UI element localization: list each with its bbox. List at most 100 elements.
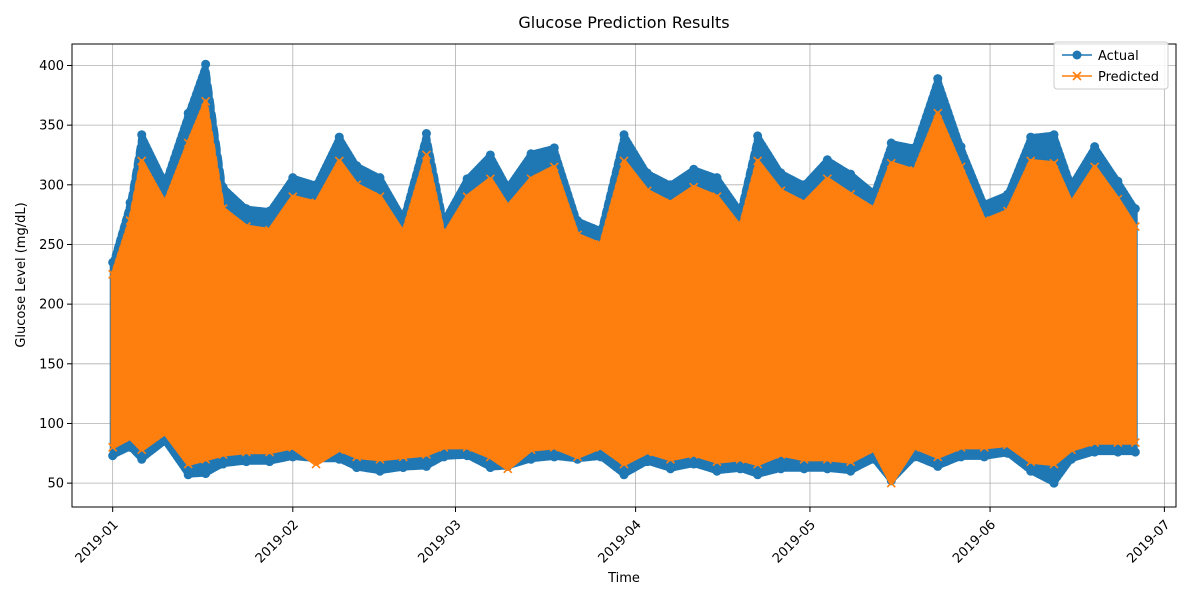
data-point	[201, 96, 211, 106]
data-point	[1113, 447, 1123, 457]
legend: Actual Predicted	[1053, 41, 1169, 90]
legend-actual-marker	[1072, 50, 1082, 60]
data-point	[398, 463, 408, 473]
y-axis-label: Glucose Level (mg/dL)	[14, 202, 29, 347]
plot-frame	[71, 43, 1177, 508]
data-point	[886, 138, 896, 148]
data-point	[665, 464, 675, 474]
data-point	[398, 227, 408, 238]
data-point	[822, 174, 832, 184]
y-tick-label: 150	[39, 357, 64, 372]
data-point	[218, 459, 228, 469]
data-point	[485, 174, 495, 184]
data-point	[375, 466, 385, 476]
data-point	[735, 464, 745, 474]
data-point	[846, 189, 856, 199]
data-point	[398, 452, 408, 462]
data-point	[1090, 162, 1100, 172]
data-point	[1049, 158, 1059, 168]
data-point	[799, 180, 809, 190]
data-point	[241, 447, 251, 457]
y-tick-label: 200	[39, 298, 64, 313]
data-point	[352, 161, 362, 171]
data-point	[909, 442, 920, 452]
data-point	[596, 239, 606, 250]
data-point	[619, 470, 629, 480]
legend-actual-label: Actual	[1098, 49, 1139, 64]
data-point	[712, 466, 722, 476]
data-point	[375, 192, 385, 202]
data-point	[799, 454, 809, 464]
y-tick-label: 100	[39, 417, 64, 432]
data-point	[956, 442, 966, 452]
data-point	[665, 198, 676, 208]
data-point	[265, 457, 275, 467]
data-point	[933, 452, 943, 462]
data-point	[1113, 176, 1123, 186]
data-point	[503, 201, 513, 211]
data-point	[265, 206, 275, 216]
data-point	[689, 459, 699, 469]
data-point	[334, 132, 344, 142]
data-point	[596, 452, 606, 462]
data-point	[933, 74, 943, 84]
data-point	[183, 470, 193, 480]
data-point	[1130, 204, 1140, 214]
data-point	[619, 156, 629, 166]
data-point	[462, 174, 472, 184]
y-tick-label: 300	[39, 178, 64, 193]
data-point	[822, 454, 832, 464]
data-point	[352, 463, 362, 473]
data-point	[334, 445, 344, 455]
data-point	[241, 222, 251, 232]
data-point	[822, 155, 832, 165]
data-point	[869, 204, 879, 214]
data-point	[1066, 445, 1076, 455]
data-point	[462, 451, 472, 461]
data-point	[526, 445, 536, 455]
data-point	[183, 108, 193, 118]
data-point	[183, 138, 193, 148]
x-axis-label: Time	[607, 571, 640, 586]
y-tick-label: 50	[47, 477, 64, 492]
data-point	[1066, 198, 1076, 208]
data-point	[1002, 206, 1013, 216]
data-point	[712, 457, 722, 467]
data-point	[311, 198, 321, 208]
data-point	[334, 454, 344, 464]
data-point	[979, 216, 989, 226]
data-point	[665, 454, 676, 464]
data-point	[735, 454, 745, 464]
data-point	[1066, 180, 1076, 190]
data-point	[108, 442, 118, 452]
data-point	[846, 457, 856, 467]
data-point	[183, 459, 193, 469]
data-point	[125, 442, 135, 452]
data-point	[201, 454, 211, 464]
data-point	[776, 168, 786, 178]
data-point	[311, 180, 321, 190]
data-point	[160, 428, 170, 438]
y-tick-label: 350	[39, 119, 64, 134]
data-point	[160, 198, 170, 208]
data-point	[979, 442, 989, 452]
legend-predicted-marker	[1072, 71, 1082, 81]
data-point	[619, 130, 629, 140]
data-point	[689, 449, 699, 460]
data-point	[799, 198, 809, 208]
data-point	[218, 204, 228, 214]
legend-predicted-label: Predicted	[1098, 70, 1159, 85]
data-point	[689, 182, 699, 192]
data-point	[549, 452, 559, 462]
data-point	[264, 447, 275, 457]
data-point	[979, 199, 989, 209]
data-point	[241, 457, 251, 467]
data-point	[549, 143, 559, 153]
data-point	[288, 452, 298, 462]
data-point	[665, 180, 675, 190]
series-layer	[108, 59, 1140, 488]
data-point	[642, 447, 652, 457]
data-point	[869, 188, 879, 198]
series-predicted	[108, 96, 1140, 488]
data-point	[753, 459, 763, 469]
